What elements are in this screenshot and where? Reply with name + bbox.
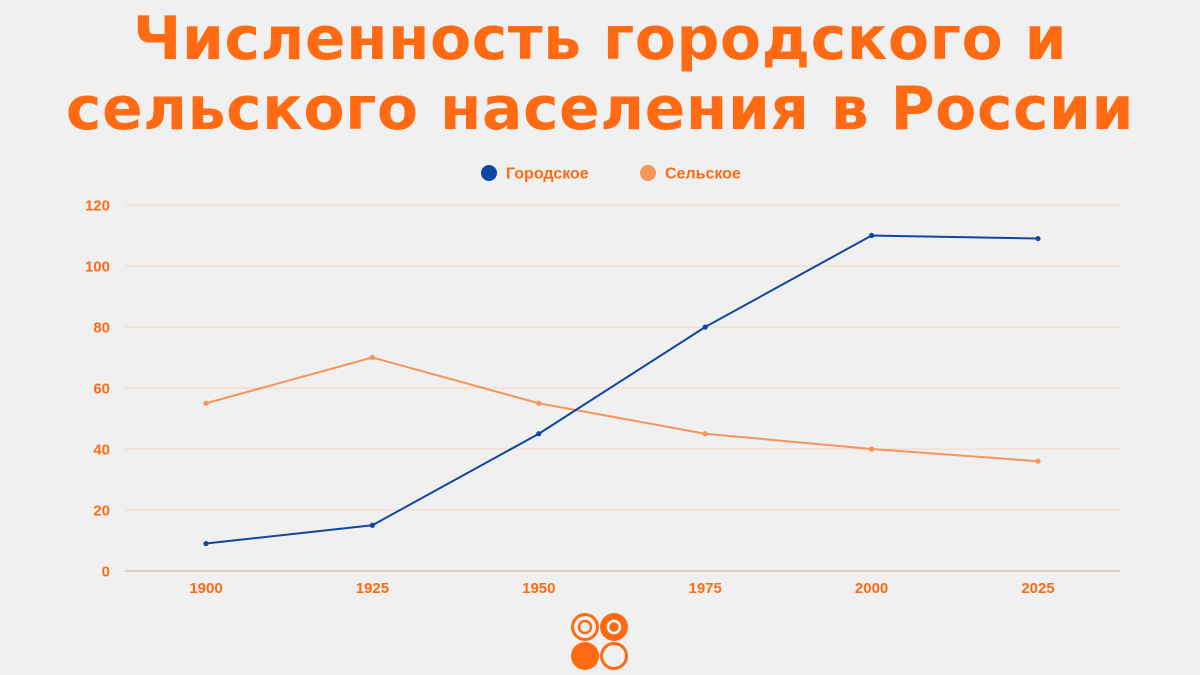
data-point-rural: [869, 446, 875, 452]
data-point-rural: [536, 400, 542, 406]
x-tick-label: 1975: [689, 580, 722, 597]
data-point-urban: [869, 232, 875, 239]
data-point-urban: [536, 431, 542, 437]
data-point-rural: [702, 431, 708, 437]
title-line-2: сельского населения в России: [65, 74, 1135, 144]
y-tick-label: 20: [93, 503, 110, 520]
legend: Городское Сельское: [481, 165, 741, 183]
y-tick-label: 40: [93, 442, 110, 459]
four-circles-logo-icon: [571, 613, 628, 670]
data-point-rural: [369, 354, 375, 361]
series-line-rural: [205, 356, 1039, 463]
page-title: Численность городского и сельского насел…: [0, 4, 1200, 144]
series-line-urban: [205, 234, 1039, 545]
title-line-1: Численность городского и: [132, 4, 1068, 74]
x-axis: 1900 1925 1950 1975 2000 2025: [189, 580, 1054, 597]
x-tick-label: 1950: [522, 580, 555, 597]
data-point-urban: [702, 324, 708, 330]
y-axis: 0 20 40 60 80 100 120: [85, 198, 110, 581]
data-point-urban: [1035, 235, 1041, 242]
y-tick-label: 80: [93, 320, 110, 337]
x-tick-label: 2000: [855, 580, 888, 597]
y-tick-label: 100: [85, 259, 110, 276]
legend-marker-rural: [640, 165, 656, 181]
legend-label-urban: Городское: [506, 166, 589, 183]
x-tick-label: 1925: [356, 580, 389, 597]
gridlines: [125, 204, 1120, 572]
legend-label-rural: Сельское: [665, 166, 741, 183]
legend-marker-urban: [481, 165, 497, 181]
y-tick-label: 0: [102, 564, 110, 581]
x-tick-label: 1900: [189, 580, 222, 597]
data-point-rural: [1035, 458, 1041, 464]
y-tick-label: 60: [93, 381, 110, 398]
data-point-rural: [203, 400, 209, 406]
data-point-urban: [369, 522, 375, 528]
series-lines: [203, 232, 1041, 547]
data-point-urban: [203, 540, 209, 547]
y-tick-label: 120: [85, 198, 110, 215]
x-tick-label: 2025: [1021, 580, 1054, 597]
